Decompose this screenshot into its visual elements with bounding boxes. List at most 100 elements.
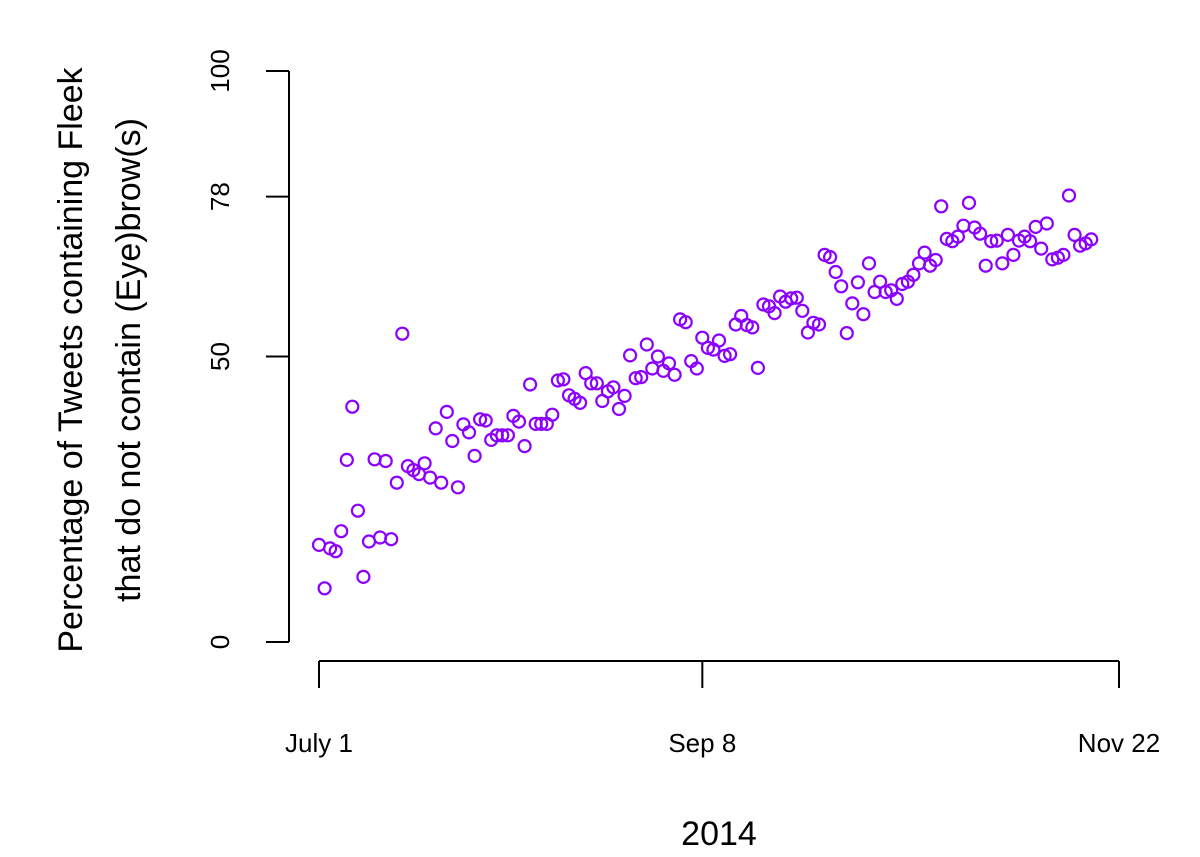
data-point (678, 315, 693, 330)
y-axis-title-line-1: Percentage of Tweets containing Fleek (52, 66, 90, 652)
data-point (356, 569, 371, 585)
data-point (511, 414, 527, 429)
x-tick-label: July 1 (285, 728, 353, 758)
data-point (928, 252, 943, 268)
data-point (1034, 241, 1049, 256)
data-point (495, 428, 510, 443)
y-tick-label: 78 (205, 182, 235, 211)
y-tick-label: 0 (205, 635, 235, 649)
data-point (767, 306, 782, 321)
data-point (445, 433, 460, 449)
data-point (661, 356, 677, 371)
data-point (467, 448, 482, 463)
data-point (545, 407, 560, 422)
data-point (439, 404, 454, 419)
data-point (856, 307, 871, 322)
data-point (989, 233, 1004, 248)
data-point (317, 581, 332, 596)
data-point (556, 372, 571, 387)
data-point (572, 395, 588, 410)
data-point (339, 452, 354, 467)
data-point (534, 416, 549, 431)
data-point (917, 245, 932, 260)
data-point (478, 413, 493, 428)
data-point (378, 453, 393, 469)
data-points (311, 188, 1099, 596)
data-point (628, 371, 643, 386)
data-point (978, 258, 993, 273)
data-point (861, 256, 877, 271)
data-point (956, 218, 971, 233)
data-point (650, 349, 666, 364)
data-point (606, 380, 621, 395)
y-tick-label: 100 (205, 49, 235, 92)
data-point (839, 326, 854, 341)
data-point (1061, 188, 1077, 203)
data-point (522, 377, 538, 392)
data-point (795, 303, 810, 318)
data-point (345, 399, 360, 414)
y-axis-ticks: 0 50 78 100 (205, 49, 289, 649)
data-point (1006, 247, 1021, 262)
data-point (1000, 227, 1016, 242)
data-point (622, 348, 638, 363)
x-tick-label: Nov 22 (1078, 728, 1160, 758)
data-point (984, 234, 999, 249)
data-point (367, 452, 382, 467)
data-point (711, 333, 727, 348)
data-point (745, 320, 760, 335)
data-point (434, 475, 449, 490)
data-point (328, 544, 343, 559)
data-point (428, 421, 443, 436)
data-point (667, 367, 682, 382)
data-point (584, 376, 599, 391)
data-point (373, 530, 388, 545)
data-point (889, 291, 904, 306)
data-point (961, 195, 977, 210)
data-point (1022, 234, 1038, 249)
data-point (334, 524, 349, 539)
data-point (589, 376, 604, 391)
data-point (645, 361, 660, 376)
data-point (461, 425, 477, 440)
y-tick-label: 50 (205, 342, 235, 371)
data-point (517, 439, 532, 454)
x-axis-ticks: July 1 Sep 8 Nov 22 (285, 661, 1160, 758)
y-axis-title-line-2: that do not contain (Eye)brow(s) (110, 118, 148, 602)
data-point (850, 275, 866, 290)
data-point (834, 279, 849, 294)
data-point (972, 226, 988, 241)
data-point (500, 428, 515, 443)
data-point (423, 470, 438, 485)
data-point (395, 326, 410, 341)
data-point (789, 290, 804, 305)
data-point (995, 256, 1010, 271)
data-point (722, 347, 738, 362)
data-point (845, 296, 860, 311)
data-point (550, 373, 566, 388)
data-point (473, 412, 488, 427)
data-point (384, 532, 399, 547)
data-point (1039, 216, 1054, 231)
data-point (906, 267, 921, 282)
data-point (828, 264, 843, 280)
data-point (750, 360, 766, 375)
data-point (934, 199, 949, 214)
data-point (689, 361, 704, 376)
data-point (389, 475, 404, 490)
data-point (1084, 232, 1099, 247)
data-point (950, 229, 966, 244)
data-point (450, 480, 465, 495)
data-point (822, 250, 838, 265)
x-tick-label: Sep 8 (668, 728, 736, 758)
data-point (350, 503, 365, 518)
data-point (1056, 247, 1071, 262)
x-axis-title: 2014 (681, 815, 757, 853)
data-point (639, 337, 654, 352)
data-point (634, 370, 649, 385)
data-point (811, 317, 827, 332)
data-point (784, 291, 799, 306)
data-point (611, 401, 627, 417)
data-point (1067, 227, 1082, 242)
